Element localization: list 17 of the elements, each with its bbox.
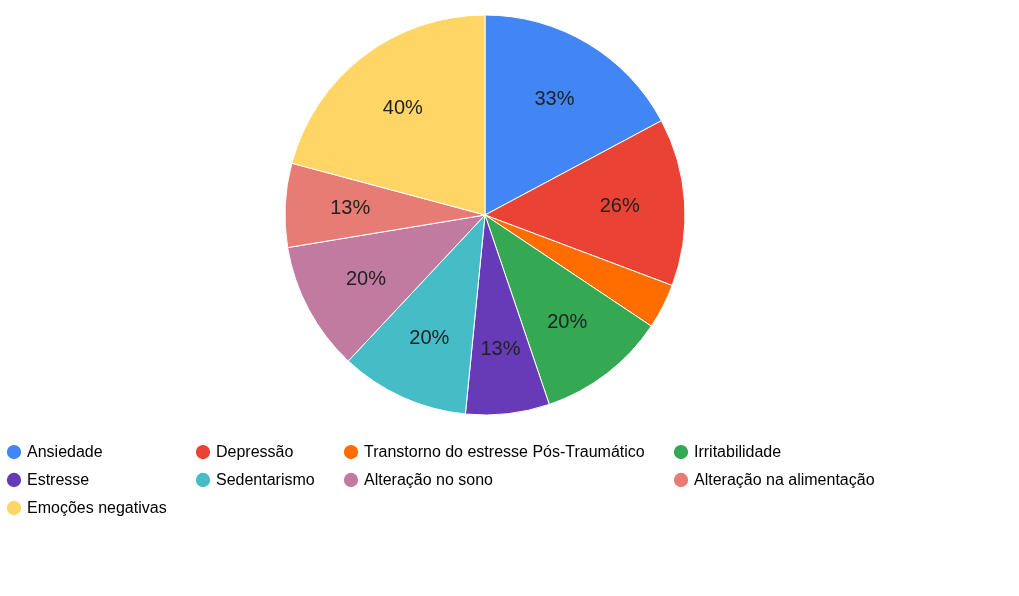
legend-label: Transtorno do estresse Pós-Traumático	[364, 443, 645, 461]
data-label: 20%	[409, 325, 450, 348]
legend-label: Depressão	[216, 443, 294, 461]
data-label: 40%	[382, 95, 424, 118]
data-label: 13%	[480, 337, 521, 360]
legend-label: Alteração na alimentação	[694, 471, 875, 488]
data-label: 33%	[534, 87, 575, 110]
legend-label: Ansiedade	[27, 443, 103, 461]
legend-label: Emoções negativas	[27, 499, 167, 516]
legend-label: Irritabilidade	[694, 443, 782, 461]
data-label: 20%	[547, 310, 588, 333]
legend-label: Estresse	[27, 471, 90, 488]
data-label: 26%	[599, 194, 640, 217]
data-label: 13%	[330, 196, 371, 219]
legend-label: Alteração no sono	[364, 471, 494, 488]
legend-label: Sedentarismo	[216, 471, 315, 488]
data-label: 20%	[345, 266, 387, 289]
